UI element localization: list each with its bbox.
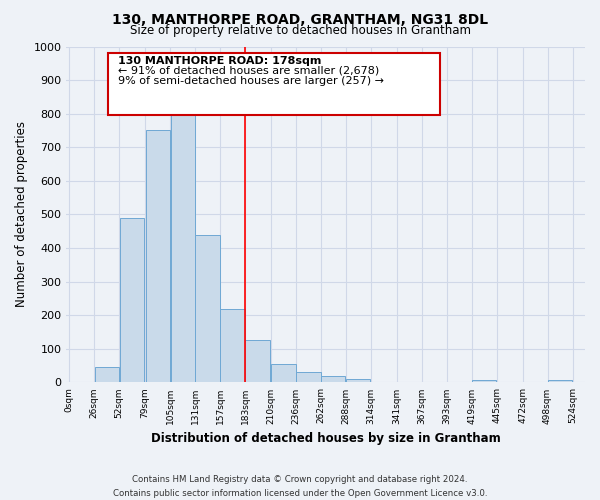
- Bar: [146, 130, 170, 382]
- Bar: [119, 218, 144, 382]
- Bar: [472, 380, 496, 382]
- Text: ← 91% of detached houses are smaller (2,678): ← 91% of detached houses are smaller (2,…: [118, 66, 380, 76]
- FancyBboxPatch shape: [108, 53, 440, 116]
- Bar: [321, 376, 346, 382]
- Y-axis label: Number of detached properties: Number of detached properties: [15, 122, 28, 308]
- Text: 130 MANTHORPE ROAD: 178sqm: 130 MANTHORPE ROAD: 178sqm: [118, 56, 322, 66]
- Bar: [548, 380, 572, 382]
- Text: Contains HM Land Registry data © Crown copyright and database right 2024.
Contai: Contains HM Land Registry data © Crown c…: [113, 476, 487, 498]
- Text: 9% of semi-detached houses are larger (257) →: 9% of semi-detached houses are larger (2…: [118, 76, 384, 86]
- Bar: [220, 308, 245, 382]
- Bar: [95, 368, 119, 382]
- Bar: [170, 116, 195, 382]
- Bar: [196, 234, 220, 382]
- X-axis label: Distribution of detached houses by size in Grantham: Distribution of detached houses by size …: [151, 432, 500, 445]
- Bar: [271, 364, 296, 382]
- Text: 130, MANTHORPE ROAD, GRANTHAM, NG31 8DL: 130, MANTHORPE ROAD, GRANTHAM, NG31 8DL: [112, 12, 488, 26]
- Bar: [296, 372, 320, 382]
- Text: Size of property relative to detached houses in Grantham: Size of property relative to detached ho…: [130, 24, 470, 37]
- Bar: [346, 379, 370, 382]
- Bar: [245, 340, 269, 382]
